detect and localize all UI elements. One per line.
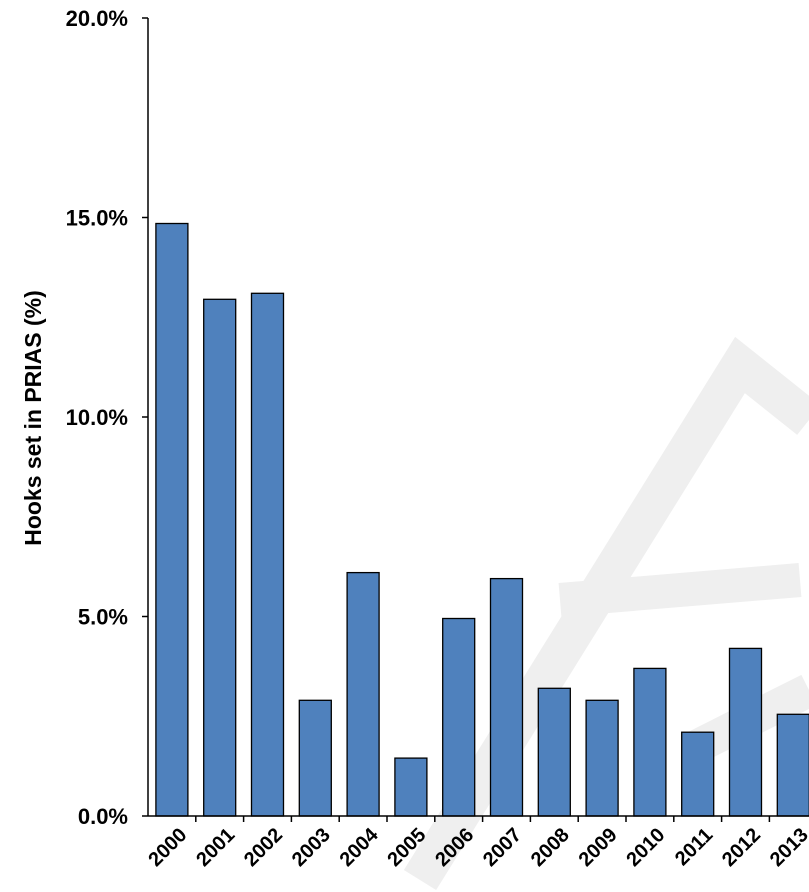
bar-2012 <box>728 647 763 817</box>
x-tick-label: 2013 <box>766 824 809 871</box>
bar-2008 <box>537 687 571 817</box>
x-tick-labels: 2000 2001 2002 2003 2004 2005 2006 2007 2008 2009… <box>144 823 809 871</box>
bar-2000 <box>155 222 189 817</box>
x-tick-label: 2004 <box>336 823 384 871</box>
y-tick-label: 20.0% <box>66 6 128 31</box>
x-tick-label: 2002 <box>240 824 287 871</box>
bar-2009 <box>585 699 619 817</box>
bar-2007 <box>489 577 524 817</box>
x-tick-label: 2012 <box>718 824 765 871</box>
y-tick-label: 10.0% <box>66 405 128 430</box>
x-tick-label: 2010 <box>622 824 669 871</box>
bar-2002 <box>250 292 285 817</box>
bar-2004 <box>346 571 380 817</box>
bar-2005 <box>394 757 428 817</box>
x-tick-label: 2009 <box>575 824 622 871</box>
y-tick-label: 15.0% <box>66 206 128 231</box>
y-tick-labels: 0.0% 5.0% 10.0% 15.0% 20.0% <box>66 6 128 829</box>
bar-series <box>155 222 809 817</box>
bar-2006 <box>442 617 476 817</box>
x-tick-label: 2008 <box>527 824 574 871</box>
x-tick-label: 2000 <box>144 824 191 871</box>
y-axis-title: Hooks set in PRIAS (%) <box>20 290 46 546</box>
x-tick-label: 2003 <box>288 824 335 871</box>
x-tick-label: 2007 <box>479 824 526 871</box>
bar-2001 <box>203 298 237 817</box>
y-tick-label: 0.0% <box>78 804 128 829</box>
x-tick-label: 2001 <box>192 824 239 871</box>
bar-2010 <box>633 667 667 817</box>
bar-2003 <box>298 699 332 817</box>
y-tick-label: 5.0% <box>78 605 128 630</box>
x-tick-label: 2011 <box>671 824 717 870</box>
bar-2011 <box>681 731 715 817</box>
bar-2013 <box>776 713 809 817</box>
chart-axes <box>142 17 809 822</box>
